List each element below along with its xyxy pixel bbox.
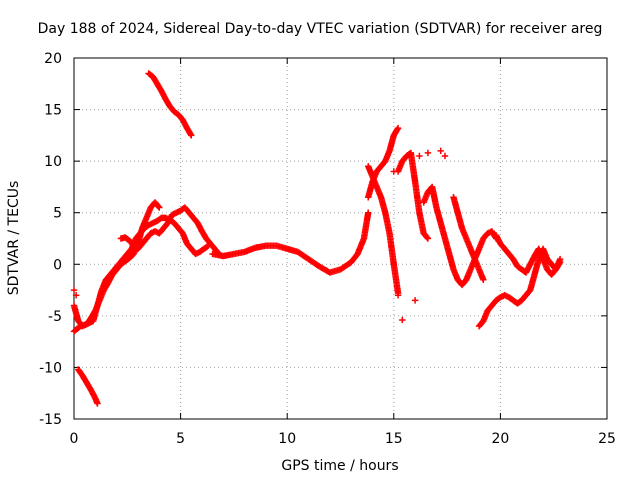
data-point — [390, 168, 397, 175]
data-point — [365, 209, 372, 216]
data-point — [188, 132, 195, 139]
y-tick-label: 15 — [44, 103, 62, 119]
x-axis-label: GPS time / hours — [281, 458, 398, 474]
x-tick-label: 5 — [176, 431, 185, 447]
data-point — [394, 124, 402, 132]
data-point — [424, 235, 432, 242]
data-point — [155, 203, 162, 210]
data-point — [399, 316, 406, 324]
data-point — [156, 204, 163, 211]
data-point — [441, 152, 449, 160]
data-point — [423, 234, 431, 241]
x-tick-label: 25 — [598, 431, 616, 447]
y-tick-label: 5 — [53, 206, 62, 222]
data-point — [72, 292, 80, 299]
y-tick-label: 0 — [53, 257, 62, 273]
data-point — [70, 286, 78, 294]
data-point — [437, 147, 444, 155]
y-axis-label: SDTVAR / TECUs — [6, 181, 22, 296]
plot-frame — [73, 57, 608, 420]
data-point — [416, 152, 423, 160]
y-tick-label: -15 — [39, 412, 62, 428]
y-tick-label: -10 — [39, 360, 62, 376]
data-point — [480, 276, 487, 283]
x-tick-label: 15 — [385, 431, 403, 447]
data-point — [424, 149, 432, 157]
y-tick-label: 10 — [44, 154, 62, 170]
y-tick-label: 20 — [44, 51, 62, 67]
data-point — [556, 259, 564, 266]
x-tick-label: 20 — [491, 431, 509, 447]
x-tick-label: 0 — [70, 431, 79, 447]
data-point — [411, 297, 419, 304]
data-point — [94, 400, 101, 407]
data-point — [394, 292, 402, 299]
grid-lines — [74, 58, 607, 419]
x-tick-label: 10 — [278, 431, 296, 447]
x-axis-tick-labels: 0 5 10 15 20 25 — [70, 431, 616, 447]
y-axis-tick-labels: -15 -10 -5 0 5 10 15 20 — [39, 51, 62, 428]
data-points — [70, 70, 564, 407]
y-tick-label: -5 — [48, 309, 62, 325]
axis-ticks — [73, 57, 608, 420]
chart-title: Day 188 of 2024, Sidereal Day-to-day VTE… — [38, 21, 603, 37]
